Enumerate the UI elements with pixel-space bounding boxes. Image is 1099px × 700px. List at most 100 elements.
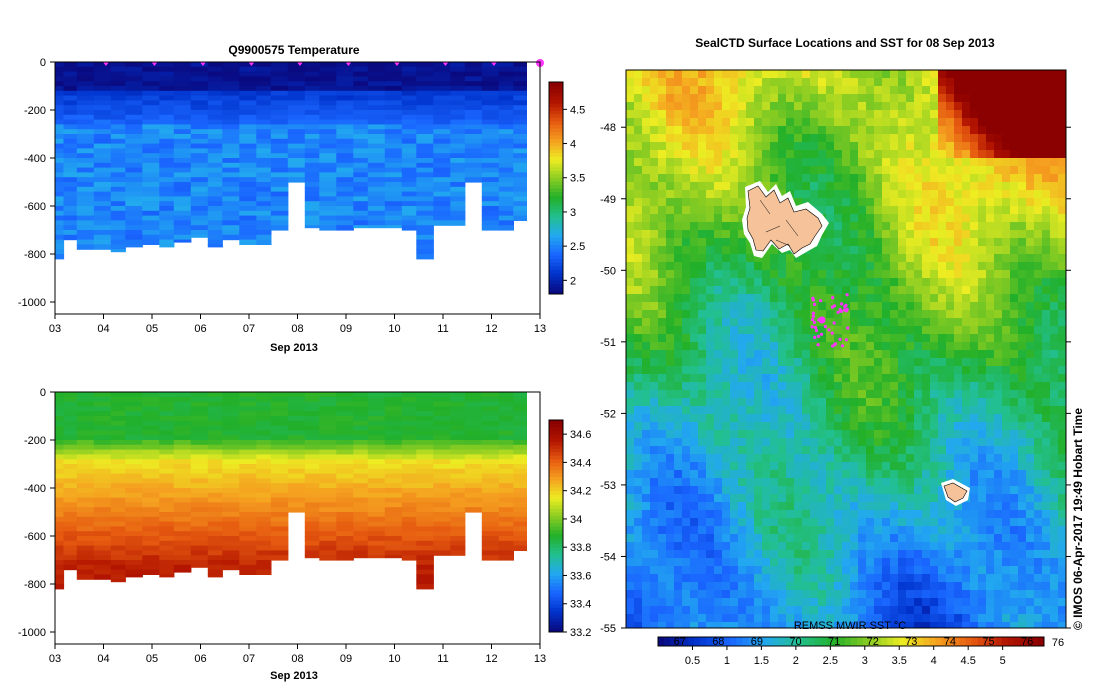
sst-cell [826,334,835,343]
sst-cell [626,94,635,103]
sst-cell [746,294,755,303]
profile-cell [173,105,192,111]
sst-cell [706,342,715,351]
sst-cell [754,342,763,351]
profile-cell [55,444,65,451]
sst-cell [650,110,659,119]
profile-cell [93,464,112,470]
sst-cell [858,286,867,295]
profile-cell [498,90,514,97]
sst-cell [642,222,651,231]
sst-cell [698,438,707,447]
colorbar-segment [549,621,563,626]
sst-cell [738,118,747,127]
profile-cell [367,416,386,422]
sst-cell [922,334,931,343]
profile-cell [63,531,78,537]
profile-cell [353,158,369,164]
sst-cell [834,374,843,383]
sst-cell [842,206,851,215]
profile-cell [222,540,240,547]
profile-cell [207,81,223,87]
sst-cell [762,126,771,135]
profile-cell [270,512,289,518]
profile-cell [384,497,403,503]
profile-cell [513,459,527,465]
profile-cell [190,550,209,556]
sst-cell [746,254,755,263]
profile-cell [319,468,337,475]
profile-cell [159,574,175,578]
profile-cell [481,196,500,202]
profile-cell [173,526,192,532]
sst-cell [898,278,907,287]
sst-cell [962,190,971,199]
profile-cell [173,138,192,145]
profile-cell [513,124,527,130]
profile-cell [367,536,386,542]
profile-cell [222,536,240,542]
sst-cell [810,406,819,415]
sst-cell [722,230,731,239]
sst-cell [1034,406,1043,415]
sst-cell [986,398,995,407]
sst-cell [714,206,723,215]
sst-cell [970,310,979,319]
profile-cell [513,478,527,484]
profile-cell [287,440,306,446]
sst-cell [650,310,659,319]
sst-cell [762,78,771,87]
sst-cell [642,366,651,375]
sst-cell [754,126,763,135]
sst-cell [1050,398,1059,407]
profile-cell [256,81,272,87]
profile-cell [319,182,337,188]
profile-cell [270,550,289,556]
sst-cell [978,182,987,191]
sst-cell [890,262,899,271]
sst-cell [1058,270,1066,279]
sst-cell [930,110,939,119]
sst-cell [842,190,851,199]
sst-cell [666,374,675,383]
profile-cell [222,143,240,149]
profile-cell [222,411,240,417]
profile-cell [190,71,209,77]
profile-cell [384,483,403,489]
sst-cell [1026,70,1035,79]
profile-cell [384,110,403,116]
sst-cell [802,374,811,383]
sst-cell [866,214,875,223]
sst-cell [818,262,827,271]
sst-cell [778,366,787,375]
profile-cell [76,512,95,518]
profile-cell [207,143,223,149]
profile-cell [173,531,192,537]
profile-cell [416,177,434,183]
sst-cell [770,390,779,399]
profile-cell [256,129,272,135]
sst-cell [634,302,643,311]
colorbar-tick-label: 2 [570,275,576,287]
sst-cell [666,94,675,103]
sst-cell [682,182,691,191]
sst-cell [1050,438,1059,447]
sst-cell [810,118,819,127]
profile-cell [55,483,65,489]
sst-cell [770,142,779,151]
sst-cell [978,302,987,311]
profile-cell [384,138,403,145]
sst-cell [1026,262,1035,271]
colorbar-segment [549,600,563,605]
profile-cell [173,86,192,92]
profile-cell [76,430,95,436]
profile-cell [384,134,403,140]
sst-cell [1058,358,1066,367]
sst-cell [922,414,931,423]
profile-cell [93,90,112,97]
sst-cell [1026,158,1035,167]
colorbar-tick-label: 33.8 [570,542,591,554]
profile-cell [513,206,527,212]
sst-cell [1010,318,1019,327]
colorbar-segment [549,127,563,132]
